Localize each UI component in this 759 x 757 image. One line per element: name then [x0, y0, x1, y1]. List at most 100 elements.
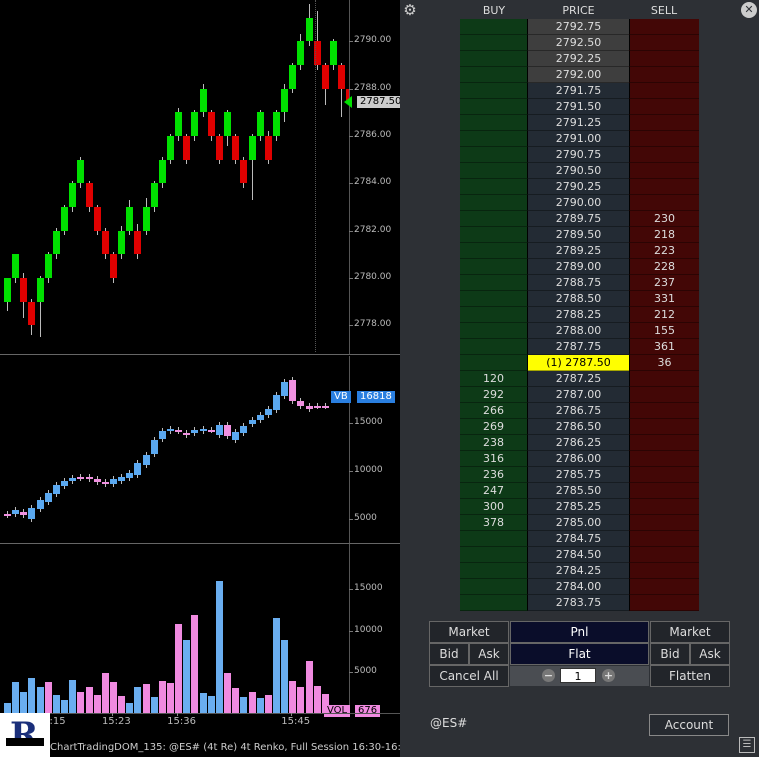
ladder-row[interactable]: 2789.75 230 [460, 211, 699, 227]
volume-bar[interactable] [313, 685, 321, 713]
candle-body[interactable] [289, 379, 297, 402]
ladder-row[interactable]: 269 2786.50 [460, 419, 699, 435]
buy-cell[interactable] [460, 307, 528, 323]
buy-cell[interactable] [460, 115, 528, 131]
buy-cell[interactable] [460, 179, 528, 195]
price-cell[interactable]: (1) 2787.50 [528, 355, 629, 371]
sell-cell[interactable] [629, 499, 699, 515]
bid-buy-button[interactable]: Bid [429, 643, 469, 665]
price-cell[interactable]: 2785.75 [528, 467, 629, 483]
volume-bar[interactable] [20, 692, 28, 713]
volume-bar[interactable] [272, 618, 280, 713]
candle-body[interactable] [272, 395, 280, 410]
candle-body[interactable] [28, 301, 36, 326]
market-buy-button[interactable]: Market [429, 621, 509, 643]
price-cell[interactable]: 2791.75 [528, 83, 629, 99]
buy-cell[interactable] [460, 595, 528, 611]
price-cell[interactable]: 2783.75 [528, 595, 629, 611]
volume-bar[interactable] [109, 682, 117, 713]
price-cell[interactable]: 2789.75 [528, 211, 629, 227]
ladder-row[interactable]: 316 2786.00 [460, 451, 699, 467]
candle-body[interactable] [264, 408, 272, 416]
price-cell[interactable]: 2788.25 [528, 307, 629, 323]
volume-pane[interactable] [0, 544, 349, 713]
candle-body[interactable] [85, 183, 93, 208]
candle-body[interactable] [183, 136, 191, 160]
volume-bar[interactable] [101, 673, 109, 713]
candle-body[interactable] [199, 88, 207, 113]
volume-bar[interactable] [77, 691, 85, 713]
price-cell[interactable]: 2789.00 [528, 259, 629, 275]
volume-bar[interactable] [150, 696, 158, 713]
buy-cell[interactable]: 266 [460, 403, 528, 419]
candle-body[interactable] [321, 405, 329, 408]
candle-body[interactable] [134, 463, 142, 475]
candle-body[interactable] [313, 41, 321, 66]
sell-cell[interactable] [629, 515, 699, 531]
volume-bar[interactable] [93, 694, 101, 713]
volume-bar[interactable] [69, 680, 77, 713]
price-cell[interactable]: 2788.75 [528, 275, 629, 291]
price-cell[interactable]: 2790.25 [528, 179, 629, 195]
price-cell[interactable]: 2784.25 [528, 563, 629, 579]
sell-cell[interactable] [629, 563, 699, 579]
candle-body[interactable] [4, 278, 11, 302]
candle-body[interactable] [240, 159, 248, 184]
sell-cell[interactable] [629, 51, 699, 67]
ladder-row[interactable]: 2791.00 [460, 131, 699, 147]
sell-cell[interactable] [629, 83, 699, 99]
sell-cell[interactable]: 212 [629, 307, 699, 323]
buy-cell[interactable] [460, 131, 528, 147]
ladder-row[interactable]: 2789.50 218 [460, 227, 699, 243]
candle-body[interactable] [12, 254, 20, 279]
ladder-row[interactable]: 2792.00 [460, 67, 699, 83]
candle-body[interactable] [150, 440, 158, 454]
sell-cell[interactable]: 361 [629, 339, 699, 355]
sell-cell[interactable] [629, 371, 699, 387]
sell-cell[interactable] [629, 451, 699, 467]
price-cell[interactable]: 2791.50 [528, 99, 629, 115]
buy-cell[interactable]: 238 [460, 435, 528, 451]
candle-body[interactable] [118, 230, 126, 255]
volume-bar[interactable] [256, 698, 264, 713]
candle-body[interactable] [85, 476, 93, 479]
sell-cell[interactable] [629, 467, 699, 483]
sell-cell[interactable] [629, 147, 699, 163]
candle-body[interactable] [240, 426, 248, 433]
sell-cell[interactable] [629, 387, 699, 403]
buy-cell[interactable] [460, 243, 528, 259]
ladder-row[interactable]: 2790.00 [460, 195, 699, 211]
buy-cell[interactable] [460, 147, 528, 163]
price-cell[interactable]: 2792.50 [528, 35, 629, 51]
ladder-row[interactable]: 2784.00 [460, 579, 699, 595]
candle-body[interactable] [126, 472, 134, 478]
candle-body[interactable] [20, 512, 28, 516]
buy-cell[interactable] [460, 275, 528, 291]
candle-body[interactable] [142, 454, 150, 466]
candle-body[interactable] [191, 429, 199, 433]
ladder-row[interactable]: 2789.00 228 [460, 259, 699, 275]
ladder-row[interactable]: 2790.50 [460, 163, 699, 179]
candle-body[interactable] [167, 428, 174, 431]
volume-bar[interactable] [183, 640, 191, 713]
market-sell-button[interactable]: Market [650, 621, 730, 643]
buy-cell[interactable] [460, 355, 528, 371]
volume-bar[interactable] [61, 699, 69, 713]
price-cell[interactable]: 2788.00 [528, 323, 629, 339]
sell-cell[interactable] [629, 19, 699, 35]
sell-cell[interactable] [629, 483, 699, 499]
volume-bar[interactable] [207, 695, 215, 713]
price-cell[interactable]: 2786.25 [528, 435, 629, 451]
buy-cell[interactable] [460, 563, 528, 579]
volume-bar[interactable] [118, 695, 126, 713]
sell-cell[interactable] [629, 195, 699, 211]
ladder-row[interactable]: 2787.75 361 [460, 339, 699, 355]
candle-body[interactable] [77, 159, 85, 184]
candle-body[interactable] [101, 481, 109, 484]
candle-body[interactable] [183, 432, 191, 435]
candle-body[interactable] [126, 207, 134, 231]
candle-body[interactable] [215, 136, 223, 160]
candle-body[interactable] [346, 88, 349, 101]
candle-body[interactable] [158, 159, 166, 184]
price-cell[interactable]: 2792.00 [528, 67, 629, 83]
